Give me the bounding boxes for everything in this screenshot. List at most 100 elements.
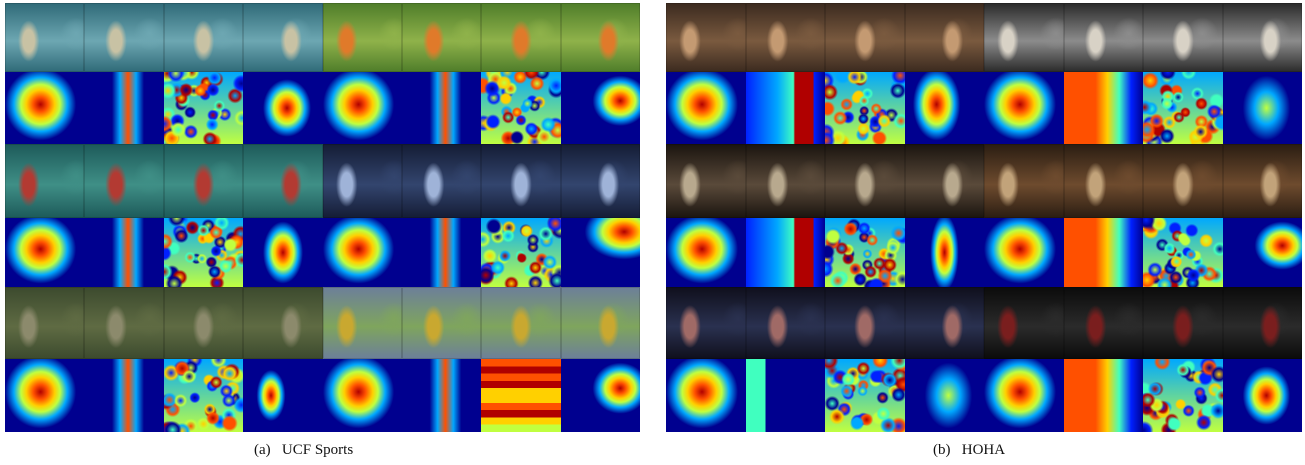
video-frame — [666, 287, 746, 359]
caption-ucf-sports: (a) UCF Sports — [254, 442, 353, 459]
video-frame — [84, 287, 164, 359]
video-frame — [5, 287, 85, 359]
heatmap — [825, 359, 905, 432]
heatmap — [5, 72, 85, 144]
video-frame — [1222, 3, 1302, 72]
heatmap-row — [5, 359, 640, 432]
heatmap — [666, 72, 746, 144]
video-frame — [163, 287, 244, 359]
heatmap — [1063, 218, 1143, 287]
video-frame — [5, 144, 85, 218]
video-frame — [243, 3, 323, 72]
video-frame — [322, 3, 402, 72]
heatmap — [560, 72, 640, 144]
heatmap — [1063, 72, 1143, 144]
heatmap-row — [5, 218, 640, 287]
video-frame — [1143, 3, 1223, 72]
video-frame — [1222, 287, 1302, 359]
video-frame — [825, 144, 905, 218]
video-frame-row — [5, 144, 640, 218]
video-frame — [1063, 144, 1143, 218]
heatmap-row — [666, 218, 1302, 287]
video-frame — [1063, 287, 1143, 359]
video-frame — [401, 3, 482, 72]
video-frame — [1143, 144, 1223, 218]
video-frame — [1143, 287, 1223, 359]
heatmap — [84, 359, 164, 432]
heatmap — [322, 359, 402, 432]
heatmap — [163, 359, 244, 432]
caption-hoha: (b) HOHA — [933, 442, 1005, 459]
heatmap — [1143, 359, 1223, 432]
heatmap-row — [666, 72, 1302, 144]
heatmap — [243, 359, 323, 432]
caption-label: (b) — [933, 442, 951, 458]
video-frame — [666, 3, 746, 72]
heatmap — [322, 72, 402, 144]
heatmap — [666, 359, 746, 432]
video-frame — [666, 144, 746, 218]
panel-ucf-sports — [5, 3, 640, 432]
video-frame — [322, 144, 402, 218]
caption-label: (a) — [254, 442, 271, 458]
video-frame — [163, 144, 244, 218]
video-frame — [560, 287, 640, 359]
heatmap — [560, 359, 640, 432]
video-frame — [984, 144, 1064, 218]
video-frame — [1222, 144, 1302, 218]
video-frame — [984, 3, 1064, 72]
heatmap — [904, 218, 984, 287]
heatmap-row — [5, 72, 640, 144]
video-frame — [560, 3, 640, 72]
heatmap — [745, 359, 825, 432]
video-frame — [243, 287, 323, 359]
video-frame — [401, 287, 482, 359]
video-frame — [163, 3, 244, 72]
video-frame-row — [666, 144, 1302, 218]
video-frame — [481, 144, 561, 218]
heatmap — [1143, 72, 1223, 144]
heatmap — [163, 72, 244, 144]
heatmap — [243, 218, 323, 287]
heatmap — [825, 218, 905, 287]
video-frame — [84, 144, 164, 218]
video-frame — [243, 144, 323, 218]
video-frame — [322, 287, 402, 359]
video-frame — [984, 287, 1064, 359]
video-frame — [481, 3, 561, 72]
video-frame — [745, 3, 825, 72]
heatmap — [84, 218, 164, 287]
heatmap — [984, 359, 1064, 432]
heatmap — [745, 72, 825, 144]
heatmap — [322, 218, 402, 287]
heatmap — [904, 72, 984, 144]
heatmap — [481, 72, 561, 144]
video-frame — [5, 3, 85, 72]
video-frame — [745, 144, 825, 218]
video-frame — [84, 3, 164, 72]
video-frame-row — [666, 3, 1302, 72]
video-frame — [904, 3, 984, 72]
heatmap-row — [666, 359, 1302, 432]
heatmap — [401, 359, 482, 432]
video-frame — [904, 144, 984, 218]
heatmap — [984, 218, 1064, 287]
video-frame-row — [666, 287, 1302, 359]
heatmap — [745, 218, 825, 287]
heatmap — [243, 72, 323, 144]
heatmap — [1222, 359, 1302, 432]
video-frame-row — [5, 287, 640, 359]
heatmap — [401, 72, 482, 144]
heatmap — [984, 72, 1064, 144]
panel-hoha — [666, 3, 1302, 432]
video-frame — [560, 144, 640, 218]
heatmap — [1222, 72, 1302, 144]
heatmap — [825, 72, 905, 144]
video-frame — [1063, 3, 1143, 72]
heatmap — [481, 218, 561, 287]
video-frame — [825, 3, 905, 72]
video-frame — [825, 287, 905, 359]
video-frame — [745, 287, 825, 359]
heatmap — [481, 359, 561, 432]
heatmap — [560, 218, 640, 287]
